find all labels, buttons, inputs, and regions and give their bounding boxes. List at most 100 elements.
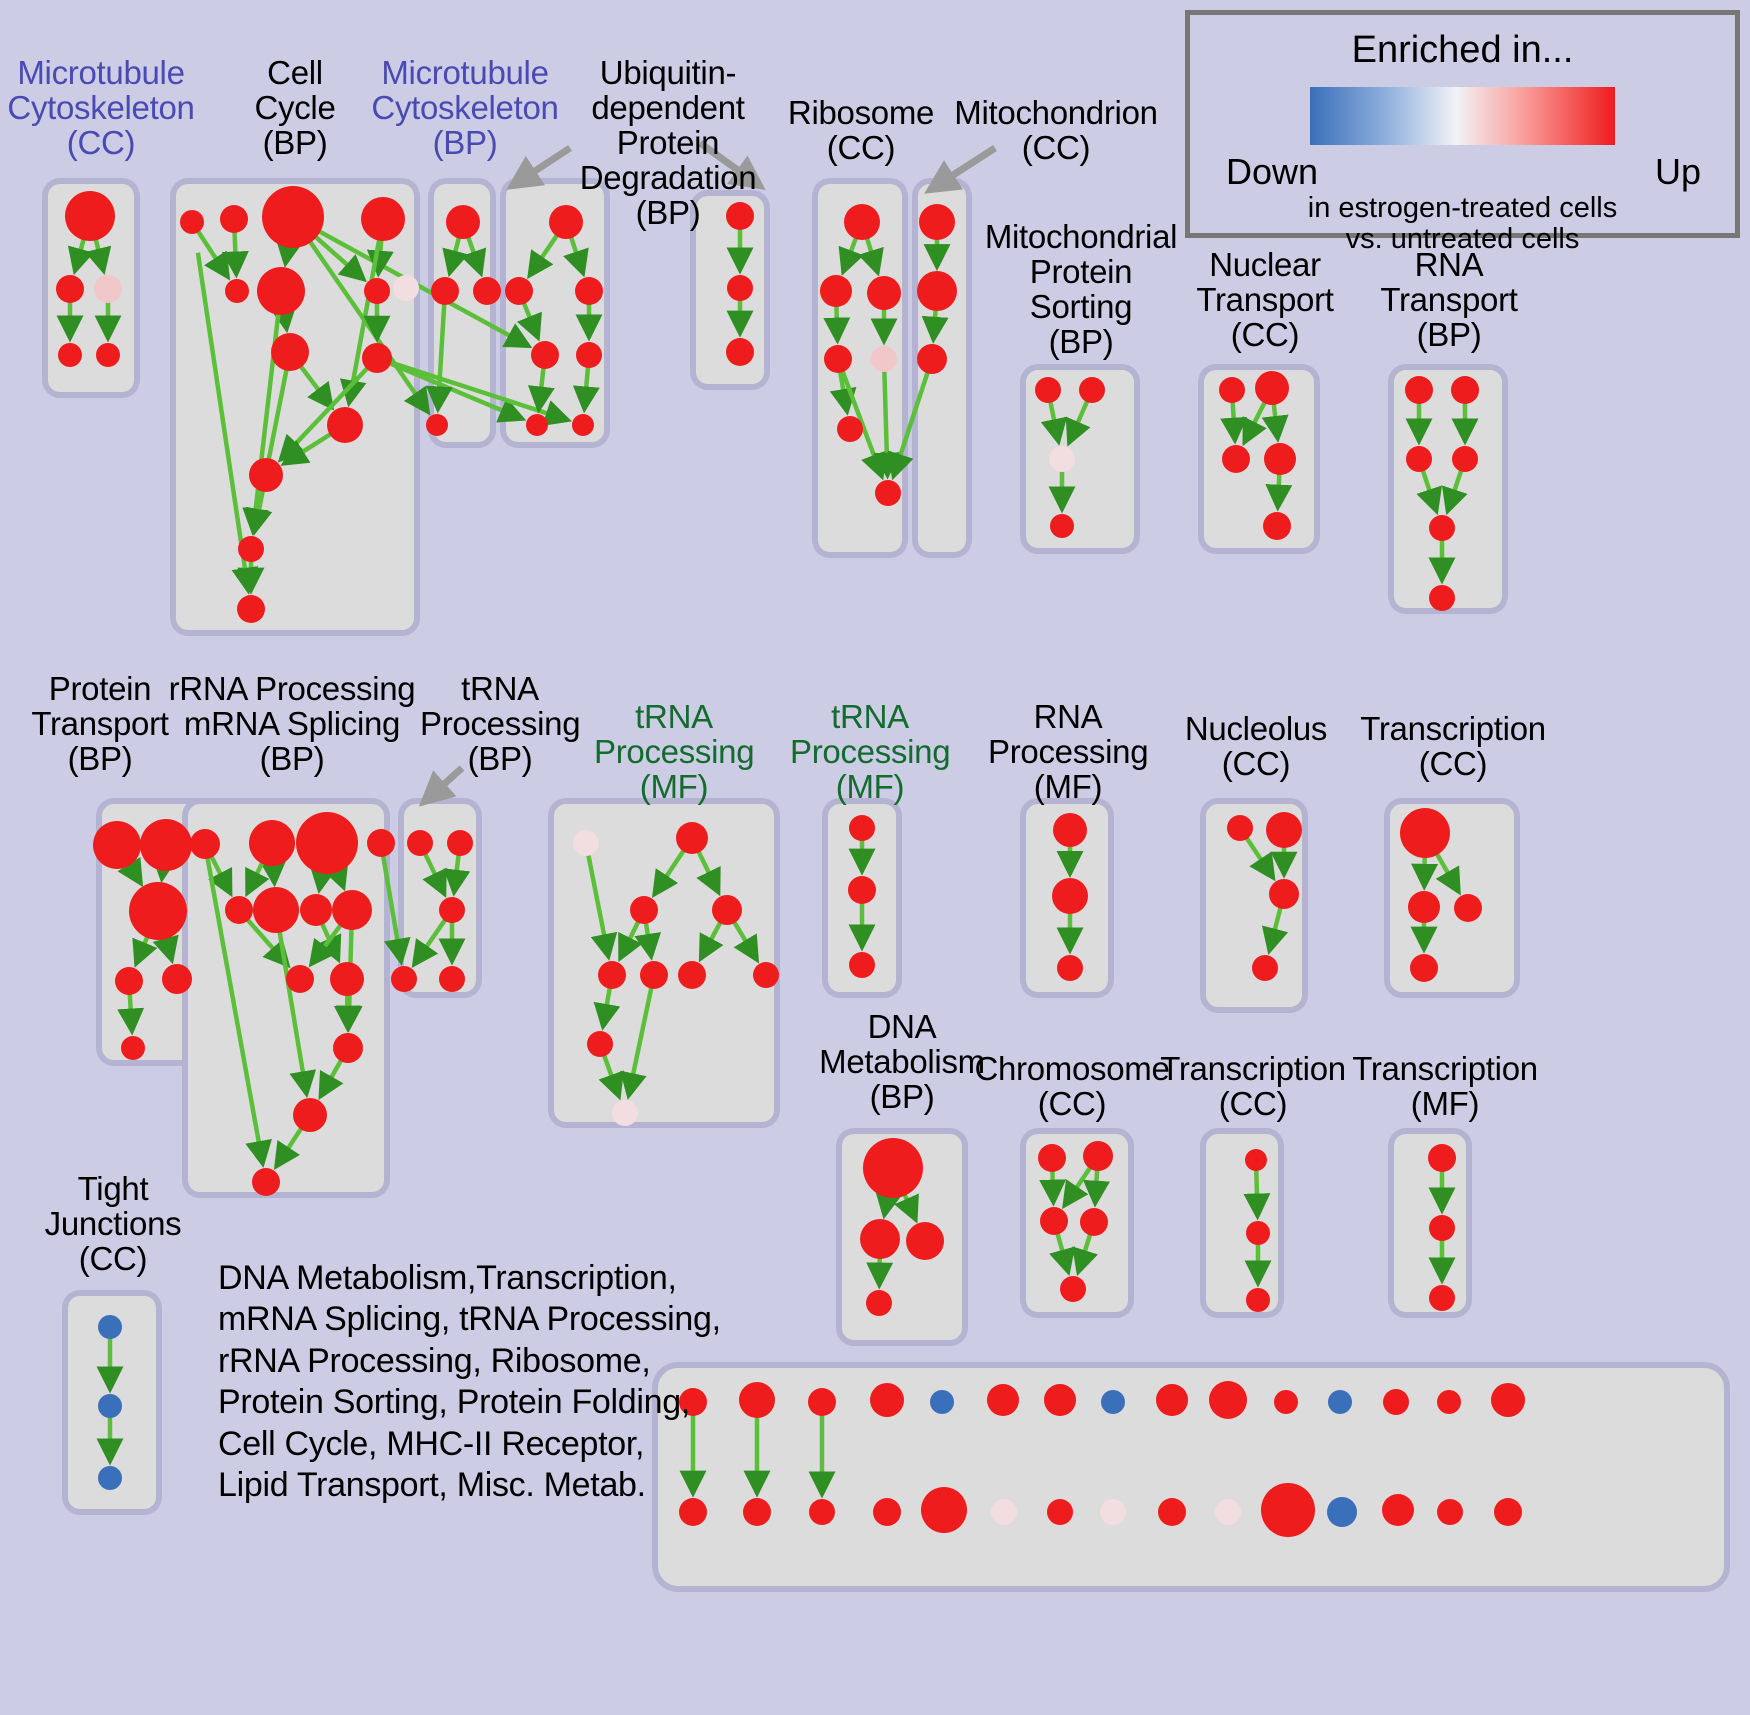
go-term-node[interactable] bbox=[679, 1388, 707, 1416]
go-term-node[interactable] bbox=[1060, 1276, 1086, 1302]
go-term-node[interactable] bbox=[679, 1498, 707, 1526]
go-term-node[interactable] bbox=[391, 966, 417, 992]
go-term-node[interactable] bbox=[96, 343, 120, 367]
go-term-node[interactable] bbox=[367, 829, 395, 857]
go-term-node[interactable] bbox=[808, 1388, 836, 1416]
go-term-node[interactable] bbox=[572, 414, 594, 436]
go-term-node[interactable] bbox=[1452, 446, 1478, 472]
go-term-node[interactable] bbox=[1255, 371, 1289, 405]
go-term-node[interactable] bbox=[867, 276, 901, 310]
go-term-node[interactable] bbox=[1410, 954, 1438, 982]
go-term-node[interactable] bbox=[1494, 1498, 1522, 1526]
go-term-node[interactable] bbox=[573, 830, 599, 856]
go-term-node[interactable] bbox=[300, 894, 332, 926]
go-term-node[interactable] bbox=[873, 1498, 901, 1526]
go-term-node[interactable] bbox=[94, 275, 122, 303]
go-term-node[interactable] bbox=[1429, 1285, 1455, 1311]
go-term-node[interactable] bbox=[1040, 1207, 1068, 1235]
go-term-node[interactable] bbox=[257, 267, 305, 315]
go-term-node[interactable] bbox=[439, 897, 465, 923]
go-term-node[interactable] bbox=[129, 882, 187, 940]
go-term-node[interactable] bbox=[1227, 815, 1253, 841]
go-term-node[interactable] bbox=[1246, 1288, 1270, 1312]
go-term-node[interactable] bbox=[1080, 1208, 1108, 1236]
go-term-node[interactable] bbox=[1261, 1483, 1315, 1537]
go-term-node[interactable] bbox=[220, 205, 248, 233]
go-term-node[interactable] bbox=[238, 536, 264, 562]
go-term-node[interactable] bbox=[630, 896, 658, 924]
go-term-node[interactable] bbox=[1049, 446, 1075, 472]
go-term-node[interactable] bbox=[917, 344, 947, 374]
go-term-node[interactable] bbox=[293, 1098, 327, 1132]
go-term-node[interactable] bbox=[180, 210, 204, 234]
go-term-node[interactable] bbox=[640, 961, 668, 989]
go-term-node[interactable] bbox=[1405, 376, 1433, 404]
go-term-node[interactable] bbox=[56, 275, 84, 303]
go-term-node[interactable] bbox=[1083, 1141, 1113, 1171]
go-term-node[interactable] bbox=[824, 345, 852, 373]
go-term-node[interactable] bbox=[1052, 878, 1088, 914]
go-term-node[interactable] bbox=[906, 1222, 944, 1260]
go-term-node[interactable] bbox=[1050, 514, 1074, 538]
go-term-node[interactable] bbox=[252, 1168, 280, 1196]
go-term-node[interactable] bbox=[863, 1138, 923, 1198]
go-term-node[interactable] bbox=[726, 202, 754, 230]
go-term-node[interactable] bbox=[447, 830, 473, 856]
go-term-node[interactable] bbox=[919, 204, 955, 240]
go-term-node[interactable] bbox=[262, 186, 324, 248]
go-term-node[interactable] bbox=[1044, 1384, 1076, 1416]
go-term-node[interactable] bbox=[361, 197, 405, 241]
go-term-node[interactable] bbox=[333, 1033, 363, 1063]
go-term-node[interactable] bbox=[1047, 1499, 1073, 1525]
go-term-node[interactable] bbox=[1327, 1497, 1357, 1527]
go-term-node[interactable] bbox=[296, 812, 358, 874]
go-term-node[interactable] bbox=[837, 416, 863, 442]
go-term-node[interactable] bbox=[439, 966, 465, 992]
go-term-node[interactable] bbox=[676, 822, 708, 854]
go-term-node[interactable] bbox=[1429, 515, 1455, 541]
go-term-node[interactable] bbox=[1245, 1149, 1267, 1171]
go-term-node[interactable] bbox=[1437, 1390, 1461, 1414]
go-term-node[interactable] bbox=[987, 1384, 1019, 1416]
go-term-node[interactable] bbox=[473, 277, 501, 305]
go-term-node[interactable] bbox=[549, 205, 583, 239]
go-term-node[interactable] bbox=[249, 458, 283, 492]
go-term-node[interactable] bbox=[753, 962, 779, 988]
go-term-node[interactable] bbox=[1079, 377, 1105, 403]
go-term-node[interactable] bbox=[576, 342, 602, 368]
go-term-node[interactable] bbox=[587, 1031, 613, 1057]
go-term-node[interactable] bbox=[1429, 1215, 1455, 1241]
go-term-node[interactable] bbox=[526, 414, 548, 436]
go-term-node[interactable] bbox=[115, 967, 143, 995]
go-term-node[interactable] bbox=[332, 890, 372, 930]
go-term-node[interactable] bbox=[364, 278, 390, 304]
go-term-node[interactable] bbox=[917, 271, 957, 311]
go-term-node[interactable] bbox=[225, 896, 253, 924]
go-term-node[interactable] bbox=[431, 277, 459, 305]
go-term-node[interactable] bbox=[393, 275, 419, 301]
go-term-node[interactable] bbox=[1328, 1390, 1352, 1414]
go-term-node[interactable] bbox=[426, 414, 448, 436]
go-term-node[interactable] bbox=[678, 961, 706, 989]
go-term-node[interactable] bbox=[1101, 1390, 1125, 1414]
go-term-node[interactable] bbox=[726, 338, 754, 366]
go-term-node[interactable] bbox=[1429, 585, 1455, 611]
go-term-node[interactable] bbox=[446, 205, 480, 239]
go-term-node[interactable] bbox=[739, 1382, 775, 1418]
go-term-node[interactable] bbox=[253, 887, 299, 933]
go-term-node[interactable] bbox=[849, 952, 875, 978]
go-term-node[interactable] bbox=[1408, 891, 1440, 923]
go-term-node[interactable] bbox=[140, 819, 192, 871]
go-term-node[interactable] bbox=[1406, 446, 1432, 472]
go-term-node[interactable] bbox=[162, 964, 192, 994]
go-term-node[interactable] bbox=[1266, 812, 1302, 848]
go-term-node[interactable] bbox=[860, 1219, 900, 1259]
go-term-node[interactable] bbox=[866, 1290, 892, 1316]
go-term-node[interactable] bbox=[1219, 377, 1245, 403]
go-term-node[interactable] bbox=[849, 815, 875, 841]
go-term-node[interactable] bbox=[1156, 1384, 1188, 1416]
go-term-node[interactable] bbox=[1100, 1499, 1126, 1525]
go-term-node[interactable] bbox=[612, 1100, 638, 1126]
go-term-node[interactable] bbox=[844, 204, 880, 240]
go-term-node[interactable] bbox=[1491, 1383, 1525, 1417]
